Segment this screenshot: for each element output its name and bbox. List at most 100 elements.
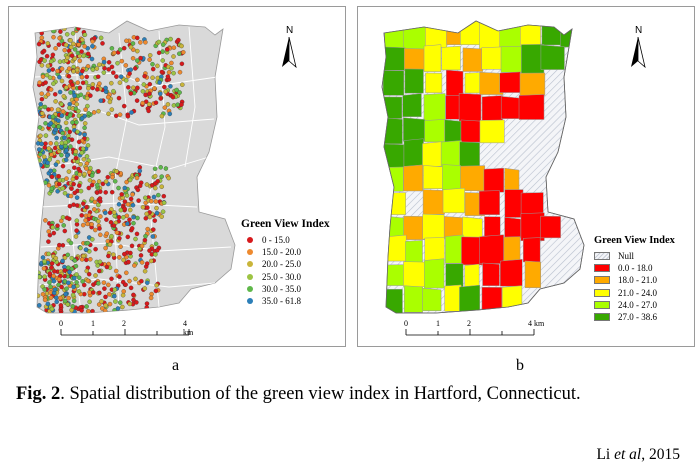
- sample-point: [128, 250, 133, 256]
- tract-cell: [423, 93, 446, 122]
- sample-point: [169, 60, 174, 66]
- sample-point: [51, 230, 57, 236]
- legend-label: 27.0 - 38.6: [618, 312, 657, 323]
- sample-point: [74, 218, 80, 223]
- sample-point: [177, 51, 182, 56]
- sample-point: [70, 292, 76, 298]
- sample-point: [124, 179, 129, 185]
- sample-point: [63, 291, 68, 297]
- tract-cell: [384, 21, 405, 49]
- legend-title: Green View Index: [594, 235, 675, 246]
- sample-point: [87, 178, 93, 183]
- tract-cell: [444, 284, 462, 312]
- legend-swatch-dot: [247, 249, 253, 256]
- sample-point: [62, 255, 68, 260]
- sample-point: [145, 280, 150, 286]
- sample-point: [152, 166, 158, 172]
- sample-point: [142, 237, 148, 243]
- tract-cell: [540, 44, 565, 70]
- sample-point: [69, 307, 74, 313]
- sample-point: [39, 141, 44, 147]
- map-panel-b: N Green View Index Null 0.0 - 18.0 18.0 - …: [357, 6, 695, 347]
- tract-cell: [382, 70, 405, 96]
- sample-point: [130, 192, 135, 197]
- sample-point: [79, 213, 84, 218]
- sample-point: [39, 96, 45, 102]
- sample-point: [165, 74, 171, 79]
- sample-point: [64, 153, 70, 158]
- sample-point: [135, 58, 140, 63]
- sample-point: [73, 263, 79, 269]
- sample-point: [131, 292, 136, 298]
- legend-label: 0 - 15.0: [262, 235, 290, 246]
- legend-item: 15.0 - 20.0: [241, 246, 330, 258]
- sample-point: [123, 282, 128, 287]
- sample-point: [171, 45, 177, 50]
- sample-point: [137, 183, 143, 189]
- sample-point: [159, 184, 164, 189]
- sample-point: [168, 84, 173, 89]
- tract-cell: [478, 190, 500, 215]
- sample-point: [72, 165, 77, 170]
- legend-swatch: [594, 264, 610, 273]
- sample-point: [135, 35, 140, 41]
- sample-point: [153, 252, 158, 257]
- sample-point: [85, 103, 90, 109]
- sample-point: [125, 202, 131, 207]
- sample-point: [50, 52, 56, 58]
- north-label: N: [635, 25, 643, 36]
- legend-item: 27.0 - 38.6: [594, 311, 675, 323]
- tract-cell: [382, 46, 406, 71]
- figure-caption: Fig. 2. Spatial distribution of the gree…: [16, 383, 680, 406]
- sample-point: [142, 286, 148, 291]
- sample-point: [84, 268, 89, 274]
- sample-point: [47, 280, 52, 285]
- citation-etal: et al: [614, 446, 642, 463]
- sample-point: [39, 63, 45, 68]
- sample-point: [62, 298, 68, 304]
- sample-point: [129, 226, 135, 231]
- sample-point: [51, 28, 56, 34]
- sample-point: [145, 205, 150, 210]
- sample-point: [147, 57, 152, 62]
- sample-point: [143, 200, 148, 206]
- sample-point: [143, 233, 148, 239]
- sample-point: [88, 93, 93, 98]
- sample-point: [103, 294, 108, 300]
- sample-point: [59, 284, 64, 290]
- tract-cell: [520, 192, 544, 215]
- sample-point: [51, 273, 56, 279]
- sample-point: [122, 185, 128, 191]
- legend-swatch: [594, 288, 610, 297]
- sample-point: [76, 113, 82, 119]
- sample-point: [49, 152, 54, 157]
- sample-point: [147, 81, 153, 87]
- sample-point: [99, 299, 104, 304]
- sample-point: [128, 285, 134, 291]
- sample-point: [61, 94, 67, 99]
- sample-point: [119, 58, 125, 64]
- sample-point: [59, 140, 65, 146]
- sample-point: [66, 169, 72, 174]
- sample-point: [111, 88, 116, 94]
- sample-point: [127, 301, 133, 307]
- sample-point: [72, 47, 78, 52]
- sample-point: [48, 59, 54, 64]
- sample-point: [74, 272, 79, 277]
- sample-point: [118, 74, 124, 79]
- sample-point: [82, 44, 87, 49]
- sample-point: [63, 85, 69, 90]
- tract-cell: [405, 240, 423, 265]
- sample-point: [128, 91, 134, 96]
- tract-cell: [383, 215, 404, 238]
- sample-point: [163, 166, 169, 171]
- sample-point: [93, 273, 98, 278]
- sample-point: [106, 111, 111, 117]
- sample-point: [38, 101, 43, 107]
- sample-point: [156, 39, 162, 45]
- sample-point: [116, 185, 121, 191]
- sample-point: [179, 61, 185, 67]
- sample-point: [48, 290, 53, 295]
- sample-point: [45, 92, 51, 97]
- sample-point: [60, 258, 65, 264]
